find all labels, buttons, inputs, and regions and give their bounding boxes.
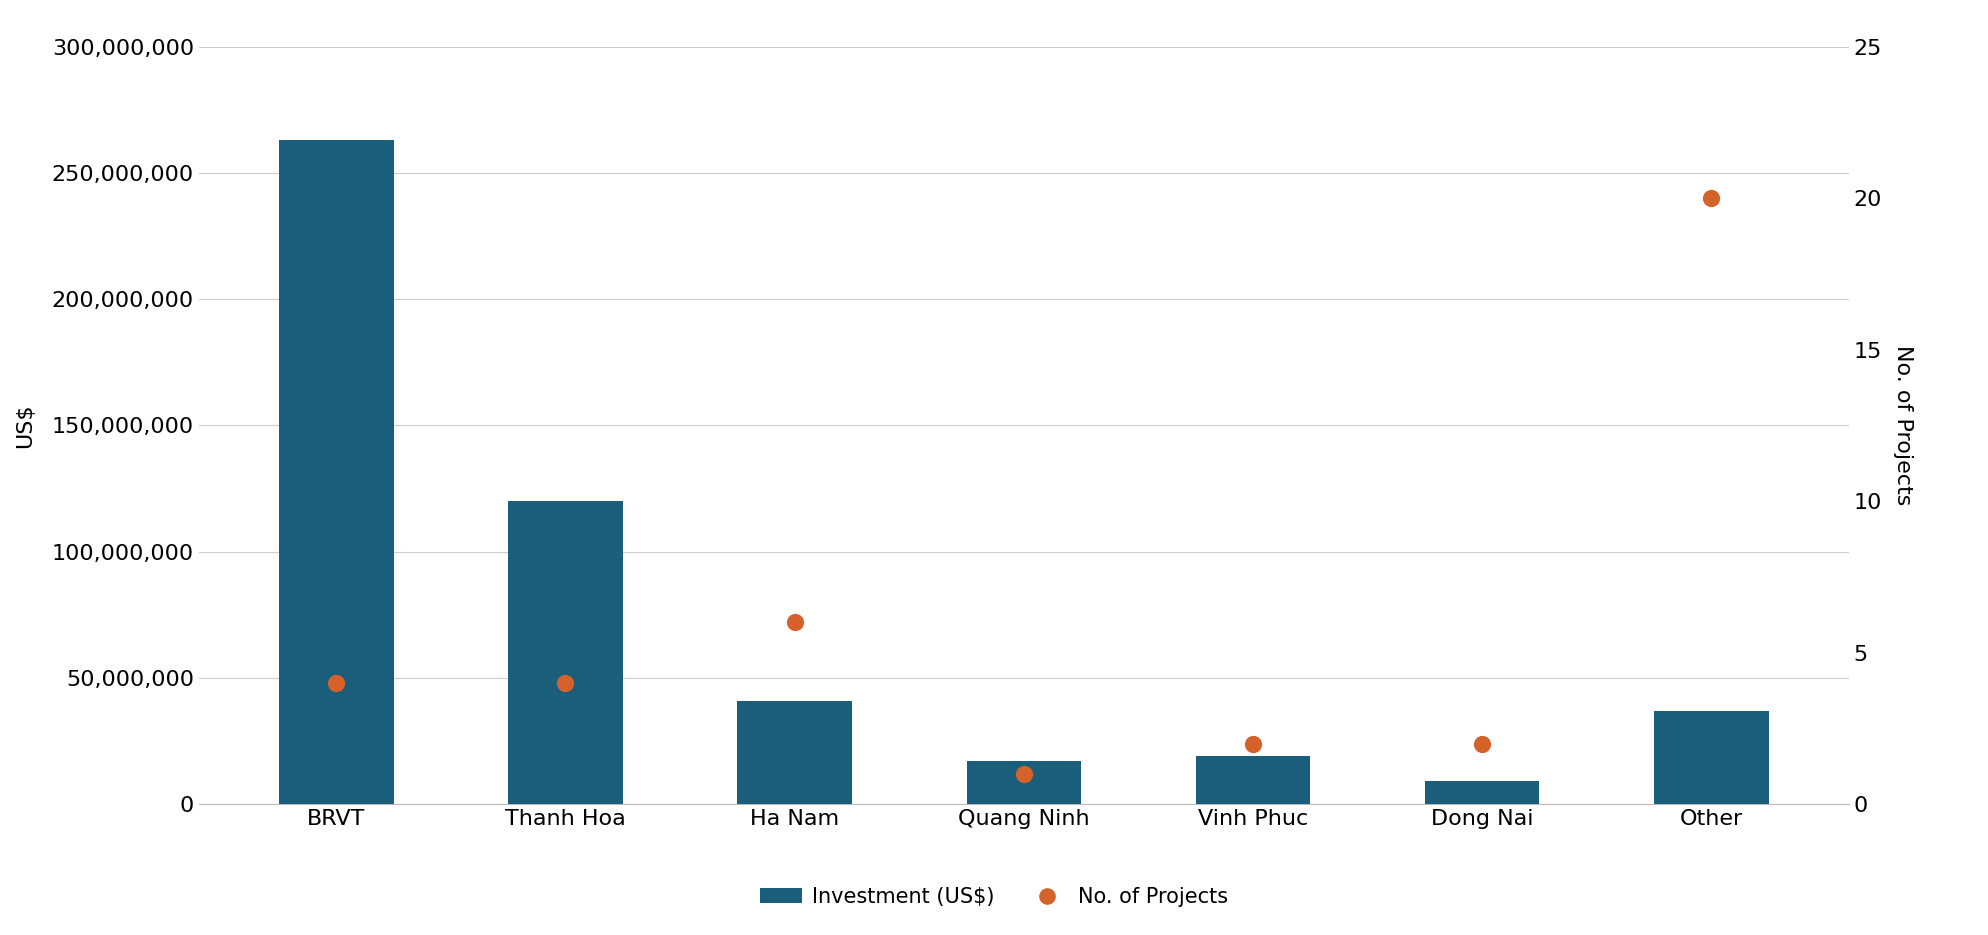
Point [1696,191,1728,206]
Bar [509,501,622,804]
Y-axis label: US$: US$ [16,403,36,448]
Bar [966,761,1081,804]
Bar [738,700,853,804]
Bar [1425,782,1539,804]
Y-axis label: No. of Projects: No. of Projects [1893,345,1912,506]
Bar [1195,756,1310,804]
Point [320,675,352,690]
Bar [1654,711,1769,804]
Bar [278,140,394,804]
Point [779,615,811,630]
Point [549,675,580,690]
Point [1467,736,1499,751]
Point [1008,767,1040,782]
Point [1237,736,1268,751]
Legend: Investment (US$), No. of Projects: Investment (US$), No. of Projects [751,879,1237,915]
